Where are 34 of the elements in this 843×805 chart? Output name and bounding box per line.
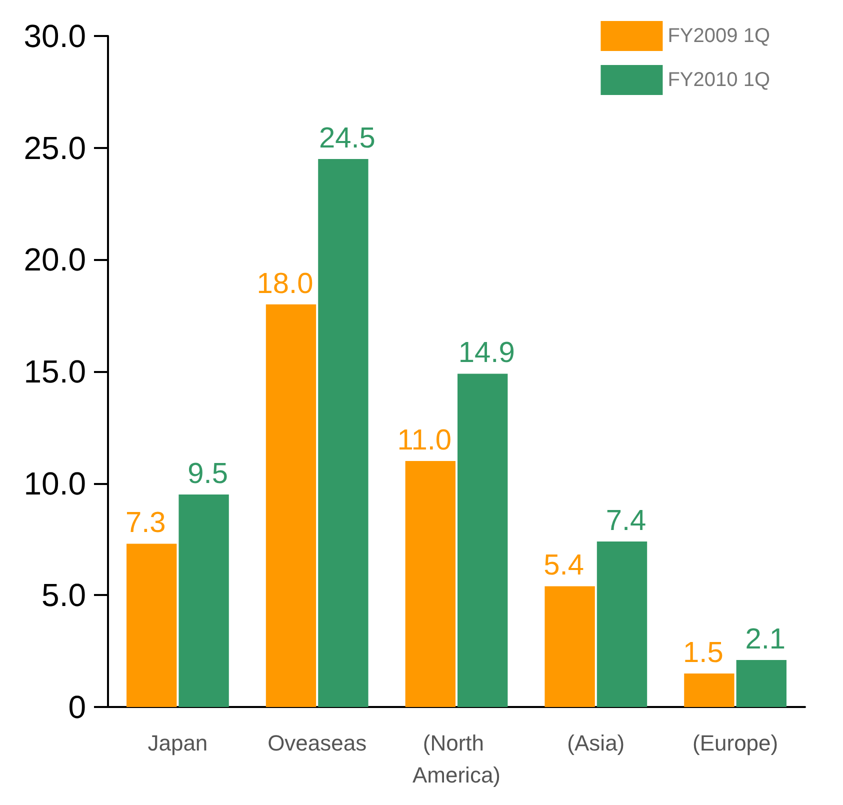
bar	[405, 460, 456, 707]
data-label: 11.0	[397, 424, 452, 456]
x-tick-label: (North America)	[412, 730, 501, 788]
data-label: 7.4	[606, 504, 646, 537]
bar	[318, 159, 368, 707]
data-label: 9.5	[188, 458, 228, 490]
y-tick-label: 25.0	[24, 130, 86, 166]
legend-label: FY2009 1Q	[668, 25, 770, 47]
x-tick-label: (Asia)	[567, 730, 625, 756]
bar	[458, 374, 508, 707]
data-label: 14.9	[458, 337, 515, 370]
data-label: 5.4	[544, 550, 584, 582]
data-label: 1.5	[683, 636, 724, 669]
x-tick-label: Oveaseas	[268, 730, 367, 756]
y-tick-label: 10.0	[24, 465, 86, 502]
bar	[736, 660, 786, 707]
bar	[544, 586, 595, 707]
data-label: 7.3	[125, 507, 166, 540]
bar	[596, 541, 648, 707]
y-tick-label: 5.0	[42, 577, 86, 614]
bar	[126, 544, 177, 707]
y-tick-label: 20.0	[24, 242, 86, 278]
data-label: 18.0	[256, 268, 314, 300]
x-tick-label: (Europe)	[692, 730, 778, 756]
bar	[178, 494, 229, 707]
bar	[684, 673, 734, 707]
data-label: 2.1	[745, 624, 786, 656]
bar	[266, 304, 316, 707]
legend-label: FY2010 1Q	[668, 69, 770, 91]
y-tick-label: 30.0	[24, 18, 86, 54]
x-tick-label: Japan	[148, 730, 208, 756]
data-label: 24.5	[318, 122, 376, 155]
y-tick-label: 0	[68, 689, 86, 725]
y-tick-label: 15.0	[24, 354, 86, 390]
